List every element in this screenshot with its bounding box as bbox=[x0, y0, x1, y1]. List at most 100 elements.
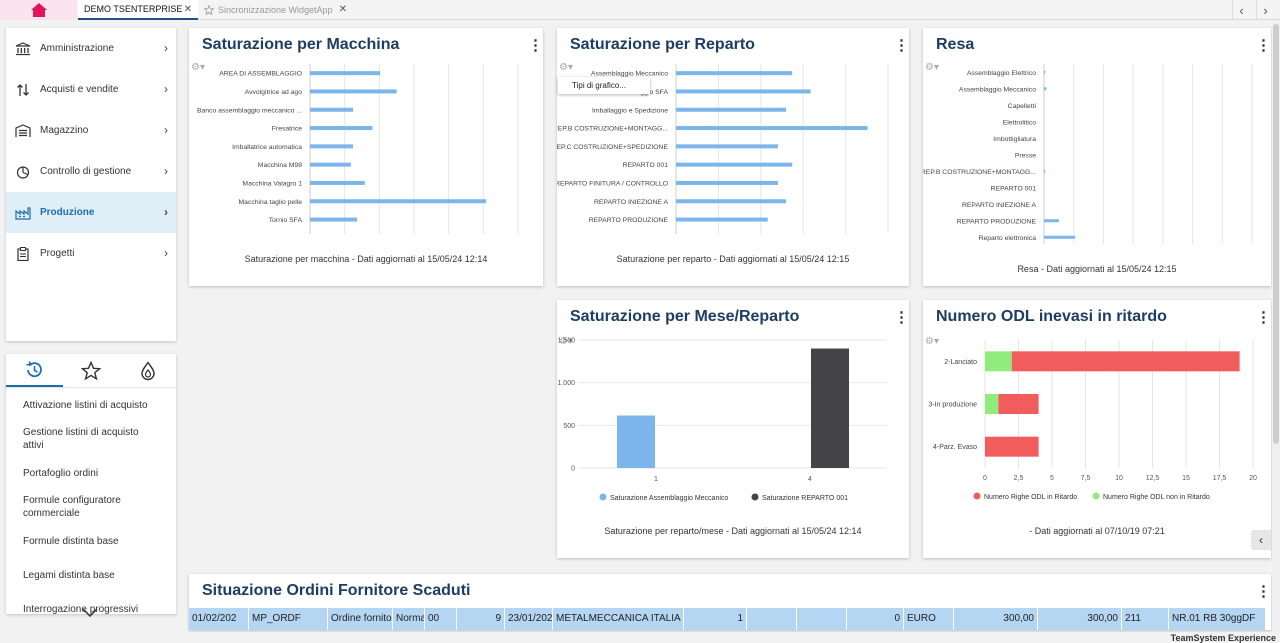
bar bbox=[310, 217, 358, 222]
recent-panel: Attivazione listini di acquisto Gestione… bbox=[6, 354, 176, 614]
y-tick-label: Imbottigliatura bbox=[993, 136, 1036, 143]
y-tick-label: AREA DI ASSEMBLAGGIO bbox=[219, 71, 302, 78]
menu-item-acquisti-e-vendite[interactable]: Acquisti e vendite › bbox=[6, 69, 176, 110]
menu-item-amministrazione[interactable]: Amministrazione › bbox=[6, 28, 176, 69]
widget-title: Resa bbox=[936, 36, 975, 53]
y-tick-label: 3-In produzione bbox=[928, 402, 977, 409]
table-cell bbox=[747, 608, 797, 630]
widget-title: Saturazione per Mese/Reparto bbox=[570, 308, 800, 325]
chart-settings-icon[interactable]: ⚙▾ bbox=[559, 336, 573, 347]
x-tick-label: 7,5 bbox=[1081, 475, 1091, 482]
table-cell: Norma bbox=[393, 608, 425, 630]
more-vert-icon[interactable]: ⋮ bbox=[894, 37, 909, 54]
bar bbox=[310, 180, 365, 185]
tab-demo-tsenterprise[interactable]: DEMO TSENTERPRISE ✕ bbox=[78, 0, 198, 20]
recent-item[interactable]: Legami distinta base bbox=[23, 569, 115, 581]
chart-odl-ritardo: 0 2,5 5 7,5 10 12,5 15 17,5 20 2-Lanciato 3-In pro… bbox=[928, 340, 1257, 501]
chart-saturazione-reparto: 0100200300400500Assemblaggio MeccanicoAs… bbox=[557, 64, 889, 234]
recent-item[interactable]: Portafoglio ordini bbox=[23, 467, 99, 479]
menu-item-produzione[interactable]: Produzione › bbox=[6, 192, 176, 233]
star-icon bbox=[81, 360, 101, 380]
chart-resa: 010k20k30k40k50k60k70kAssemblaggio Elett… bbox=[923, 64, 1253, 244]
more-vert-icon[interactable]: ⋮ bbox=[528, 37, 543, 54]
bar bbox=[676, 199, 787, 204]
close-icon[interactable]: ✕ bbox=[338, 4, 347, 15]
y-tick-label: 2-Lanciato bbox=[944, 359, 977, 366]
table-cell: Ordine fornitor bbox=[328, 608, 393, 630]
y-tick-label: 0 bbox=[571, 466, 575, 473]
y-tick-label: Presse bbox=[1015, 152, 1036, 159]
table-cell: EURO bbox=[904, 608, 954, 630]
y-tick-label: Banco assemblaggio meccanico ... bbox=[197, 107, 302, 114]
tab-drop[interactable] bbox=[119, 354, 176, 387]
home-button[interactable] bbox=[0, 0, 77, 20]
star-icon bbox=[204, 5, 214, 15]
chart-settings-icon[interactable]: ⚙▾ bbox=[559, 62, 573, 73]
table-cell: 1 bbox=[684, 608, 747, 630]
recent-item[interactable]: Attivazione listini di acquisto bbox=[23, 399, 148, 411]
table-row[interactable]: 01/02/202 MP_ORDF Ordine fornitor Norma … bbox=[189, 608, 1265, 630]
chart-settings-icon[interactable]: ⚙▾ bbox=[925, 62, 939, 73]
chart-settings-icon[interactable]: ⚙▾ bbox=[925, 336, 939, 347]
prev-tab-button[interactable]: ‹ bbox=[1232, 0, 1250, 20]
chart-type-menu-item[interactable]: Tipi di grafico... bbox=[558, 77, 650, 94]
more-vert-icon[interactable]: ⋮ bbox=[1256, 309, 1271, 326]
menu-item-magazzino[interactable]: Magazzino › bbox=[6, 110, 176, 151]
table-cell: 23/01/202 bbox=[505, 608, 553, 630]
widget-footer: Saturazione per reparto - Dati aggiornat… bbox=[616, 254, 850, 264]
bar bbox=[1044, 87, 1047, 91]
y-tick-label: Assemblaggio Elettrico bbox=[967, 70, 1036, 77]
next-tab-button[interactable]: › bbox=[1256, 0, 1274, 20]
collapse-panel-button[interactable]: ‹ bbox=[1251, 530, 1271, 550]
y-tick-label: Imballaggio e Spedizione bbox=[592, 107, 668, 114]
menu-item-label: Produzione bbox=[40, 207, 95, 218]
bar bbox=[1044, 70, 1046, 74]
tab-history[interactable] bbox=[6, 354, 63, 387]
bar bbox=[985, 436, 1039, 457]
y-tick-label: REPARTO PRODUZIONE bbox=[957, 218, 1037, 225]
more-vert-icon[interactable]: ⋮ bbox=[1256, 37, 1271, 54]
bar bbox=[310, 162, 351, 167]
x-tick-label: 10 bbox=[1115, 475, 1123, 482]
scrollbar-thumb[interactable] bbox=[1273, 24, 1279, 444]
legend-marker bbox=[599, 493, 607, 501]
table-cell: 00 bbox=[425, 608, 457, 630]
menu-item-controllo-di-gestione[interactable]: Controllo di gestione › bbox=[6, 151, 176, 192]
bar bbox=[985, 394, 999, 414]
chart-settings-icon[interactable]: ⚙▾ bbox=[191, 62, 205, 73]
menu-item-label: Progetti bbox=[40, 248, 75, 259]
x-tick-label: 0 bbox=[983, 475, 987, 482]
menu-item-progetti[interactable]: Progetti › bbox=[6, 233, 176, 274]
tab-sincronizzazione[interactable]: Sincronizzazione WidgetApp ✕ bbox=[198, 0, 353, 20]
close-icon[interactable]: ✕ bbox=[183, 4, 192, 15]
warehouse-icon bbox=[14, 122, 32, 140]
recent-item[interactable]: Formule distinta base bbox=[23, 535, 119, 547]
table-cell: METALMECCANICA ITALIA SI bbox=[553, 608, 684, 630]
bar bbox=[310, 71, 381, 76]
widget-footer: Saturazione per reparto/mese - Dati aggi… bbox=[604, 526, 862, 536]
table-cell: 300,00 bbox=[954, 608, 1038, 630]
chevron-right-icon: › bbox=[164, 123, 168, 137]
x-tick-label: 15 bbox=[1182, 475, 1190, 482]
bar bbox=[676, 89, 811, 94]
chevron-right-icon: › bbox=[164, 82, 168, 96]
more-vert-icon[interactable]: ⋮ bbox=[1256, 583, 1271, 600]
bar bbox=[617, 415, 655, 468]
menu-item-label: Amministrazione bbox=[40, 43, 114, 54]
y-tick-label: Assemblaggio Meccanico bbox=[959, 86, 1036, 93]
chevron-down-icon[interactable] bbox=[82, 606, 98, 620]
recent-item[interactable]: Formule configuratore commerciale bbox=[23, 495, 121, 519]
table-cell: 01/02/202 bbox=[189, 608, 249, 630]
widget-footer: Saturazione per macchina - Dati aggiorna… bbox=[244, 254, 488, 264]
table-cell: 211 bbox=[1122, 608, 1169, 630]
bar bbox=[676, 217, 768, 222]
widget-title: Situazione Ordini Fornitore Scaduti bbox=[202, 582, 471, 599]
recent-item[interactable]: Gestione listini di acquisto attivi bbox=[23, 427, 139, 451]
tab-label: DEMO TSENTERPRISE bbox=[84, 4, 183, 14]
more-vert-icon[interactable]: ⋮ bbox=[894, 309, 909, 326]
bar bbox=[310, 199, 487, 204]
table-cell: NR.01 RB 30ggDF bbox=[1172, 613, 1256, 624]
recent-item[interactable]: Interrogazione progressivi bbox=[23, 603, 139, 615]
tab-favorites[interactable] bbox=[63, 354, 120, 387]
bar bbox=[310, 144, 353, 149]
